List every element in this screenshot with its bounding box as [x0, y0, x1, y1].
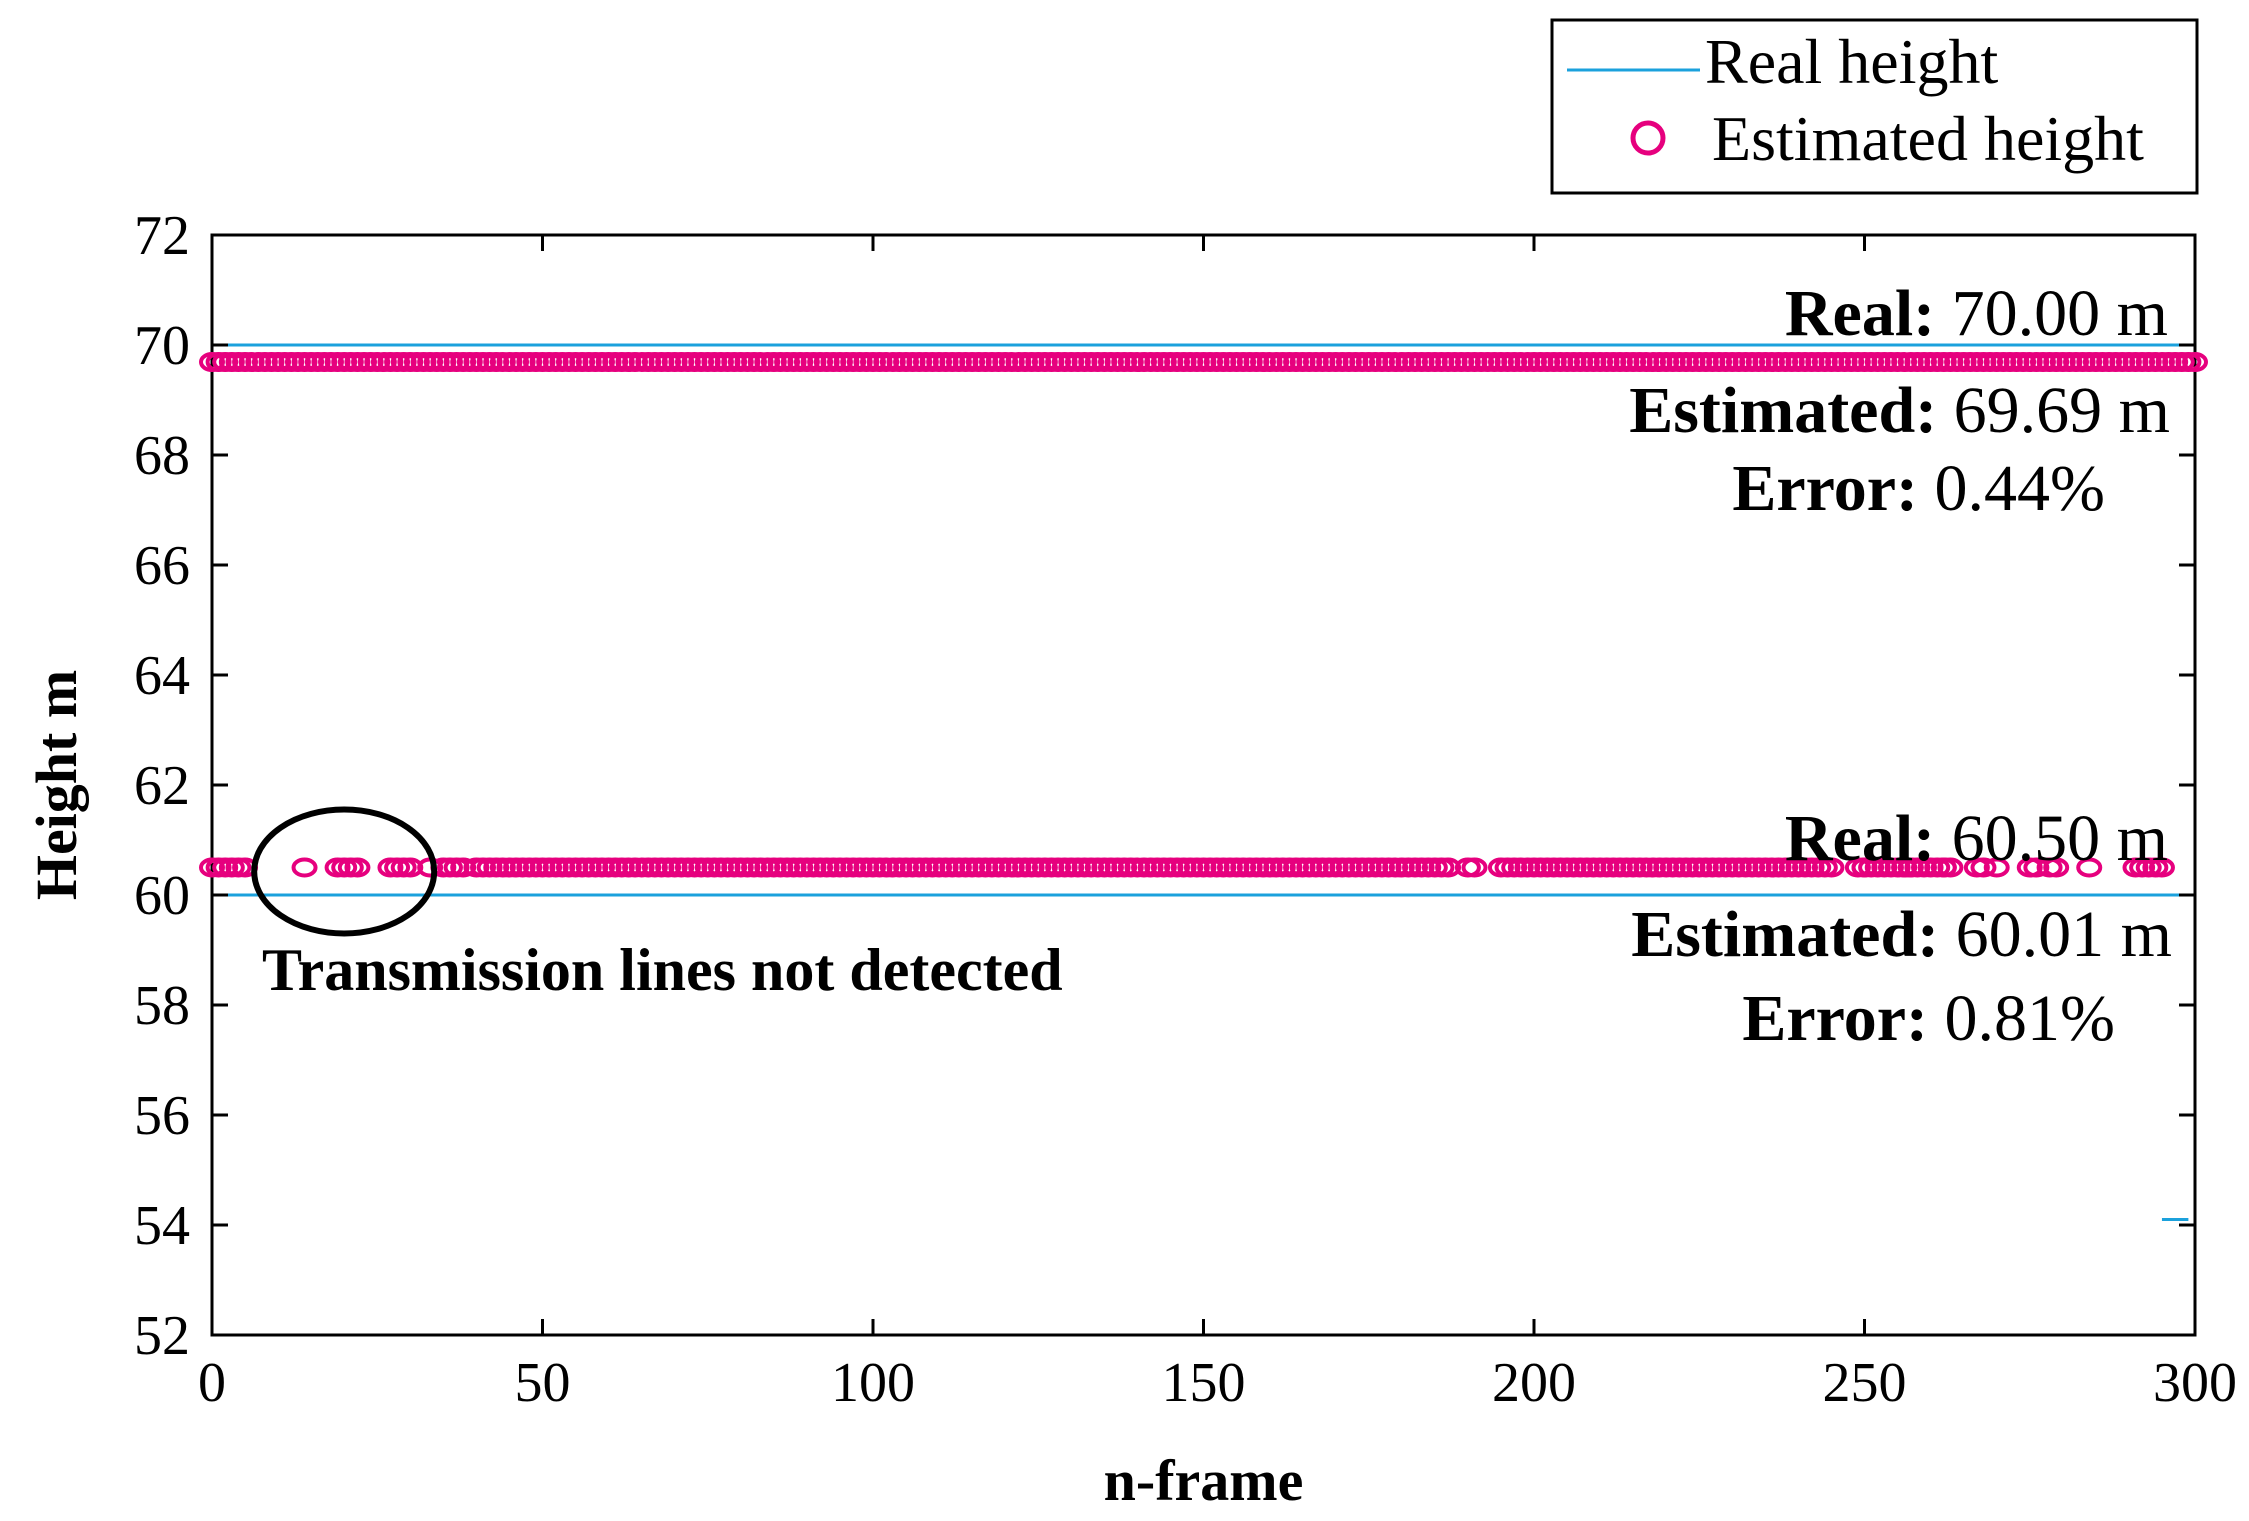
x-axis-title: n-frame — [1104, 1448, 1304, 1513]
y-tick-label: 60 — [134, 865, 190, 927]
estimated-point — [2148, 857, 2175, 878]
annotation-value: 0.81% — [1945, 982, 2115, 1055]
y-tick-label: 66 — [134, 535, 190, 597]
legend-label-real: Real height — [1705, 26, 1998, 97]
axis-ticks — [210, 233, 2197, 1337]
estimated-point — [1818, 857, 1845, 878]
x-tick-label: 0 — [198, 1352, 226, 1414]
legend-swatch-estimated — [1630, 120, 1666, 156]
annotation-line: Real: 60.50 m — [1785, 802, 2168, 875]
x-tick-label: 50 — [515, 1352, 571, 1414]
estimated-point — [1897, 857, 1924, 878]
estimated-point — [1851, 857, 1878, 878]
annotation-label: Estimated: — [1631, 898, 1955, 971]
estimated-point — [2076, 857, 2103, 878]
annotation-line: Error: 0.44% — [1732, 452, 2105, 525]
estimated-point — [1461, 857, 1488, 878]
estimated-point — [1487, 857, 1514, 878]
y-tick-label: 62 — [134, 755, 190, 817]
y-tick-label: 72 — [134, 205, 190, 267]
annotation-label: Real: — [1785, 802, 1952, 875]
x-tick-label: 200 — [1492, 1352, 1576, 1414]
annotation-value: 60.50 m — [1952, 802, 2168, 875]
annotation-label: Error: — [1732, 452, 1934, 525]
y-tick-label: 52 — [134, 1305, 190, 1367]
estimated-height-series — [199, 352, 2208, 878]
estimated-point — [291, 857, 318, 878]
annotation-value: 70.00 m — [1952, 277, 2168, 350]
x-tick-label: 250 — [1823, 1352, 1907, 1414]
annotation-value: 69.69 m — [1954, 374, 2170, 447]
annotation-label: Estimated: — [1629, 374, 1953, 447]
y-axis-title: Height m — [24, 670, 89, 900]
estimated-point — [1970, 857, 1997, 878]
y-tick-label: 70 — [134, 315, 190, 377]
estimated-point — [450, 857, 477, 878]
y-tick-label: 68 — [134, 425, 190, 487]
x-tick-label: 300 — [2153, 1352, 2237, 1414]
annotation-value: 0.44% — [1935, 452, 2105, 525]
annotation-line: Real: 70.00 m — [1785, 277, 2168, 350]
legend: Real height Estimated height — [1550, 18, 2199, 195]
estimated-point — [1435, 857, 1462, 878]
y-tick-label: 56 — [134, 1085, 190, 1147]
x-tick-label: 150 — [1162, 1352, 1246, 1414]
x-tick-label: 100 — [831, 1352, 915, 1414]
real-height-series — [212, 343, 2195, 1221]
legend-label-estimated: Estimated height — [1712, 103, 2144, 174]
annotation-value: 60.01 m — [1956, 898, 2172, 971]
estimated-point — [344, 857, 371, 878]
estimated-point — [2043, 857, 2070, 878]
estimated-point — [2023, 857, 2050, 878]
callout-text: Transmission lines not detected — [262, 937, 1063, 1003]
annotation-line: Estimated: 69.69 m — [1629, 374, 2170, 447]
annotation-line: Estimated: 60.01 m — [1631, 898, 2172, 971]
estimated-point — [1937, 857, 1964, 878]
y-tick-label: 54 — [134, 1195, 190, 1257]
annotation-label: Error: — [1742, 982, 1944, 1055]
y-tick-label: 58 — [134, 975, 190, 1037]
annotation-line: Error: 0.81% — [1742, 982, 2115, 1055]
legend-box — [1550, 18, 2199, 195]
estimated-point — [397, 857, 424, 878]
callout-ellipse — [251, 806, 438, 937]
annotation-label: Real: — [1785, 277, 1952, 350]
callout: Transmission lines not detected — [251, 806, 1063, 1003]
axis-tick-labels: 0 50 100 150 200 250 300 52 54 56 58 60 62 64 66 68 70 72 — [134, 205, 2237, 1414]
estimated-point — [1983, 857, 2010, 878]
y-tick-label: 64 — [134, 645, 190, 707]
estimated-point — [2182, 352, 2208, 373]
